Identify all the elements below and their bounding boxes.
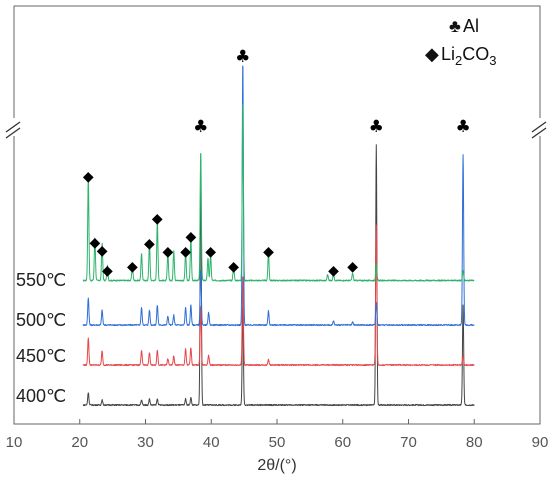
x-tick-label: 60 [334,434,351,451]
sample-label-400: 400℃ [16,386,66,406]
al-peak-club-icon: ♣ [235,47,250,67]
legend-li2co3-label: Li2CO3 [441,44,496,68]
x-tick-label: 70 [400,434,417,451]
x-tick-label: 50 [269,434,286,451]
x-tick-label: 90 [532,434,549,451]
li2co3-peak-diamond-icon: ◆ [263,244,274,260]
li2co3-peak-diamond-icon: ◆ [347,259,358,275]
x-axis-ticks: 10 20 30 40 50 60 70 80 90 [6,419,549,451]
li2co3-peak-diamond-icon: ◆ [180,244,191,260]
li2co3-peak-diamond-icon: ◆ [144,236,155,252]
series-line-1 [82,65,475,327]
li2co3-peak-diamond-icon: ◆ [90,235,101,251]
legend-diamond-icon: ◆ [425,44,439,64]
legend-al-label: Al [463,16,479,36]
series-line-2 [82,224,475,367]
x-tick-label: 80 [466,434,483,451]
x-tick-label: 40 [203,434,220,451]
li2co3-peak-diamond-icon: ◆ [97,243,108,259]
al-peak-club-icon: ♣ [193,117,208,137]
plot-frame [13,5,541,425]
li2co3-peak-diamond-icon: ◆ [152,211,163,227]
al-peak-club-icon: ♣ [369,117,384,137]
li2co3-peak-diamond-icon: ◆ [127,259,138,275]
legend: ♣ Al ◆ Li2CO3 [425,16,496,68]
legend-club-icon: ♣ [449,16,461,36]
series-line-0 [82,103,475,282]
li2co3-peak-diamond-icon: ◆ [205,244,216,260]
sample-label-450: 450℃ [16,346,66,366]
li2co3-peak-diamond-icon: ◆ [186,229,197,245]
al-peak-club-icon: ♣ [455,117,470,137]
series-layer [82,65,475,407]
peak-markers: ♣♣♣ ♣◆◆◆◆ ◆◆◆◆ ◆◆◆◆◆◆ ◆ [83,47,471,279]
li2co3-peak-diamond-icon: ◆ [83,169,94,185]
sample-label-550: 550℃ [16,270,66,290]
series-line-3 [82,144,475,407]
x-tick-label: 20 [71,434,88,451]
li2co3-peak-diamond-icon: ◆ [102,263,113,279]
li2co3-peak-diamond-icon: ◆ [328,263,339,279]
x-axis-title: 2θ/(°) [257,457,296,474]
axis-break-right [531,118,547,139]
li2co3-peak-diamond-icon: ◆ [228,259,239,275]
axis-break-left [5,118,22,139]
x-tick-label: 10 [6,434,23,451]
sample-label-500: 500℃ [16,310,66,330]
li2co3-peak-diamond-icon: ◆ [163,244,174,260]
x-tick-label: 30 [137,434,154,451]
